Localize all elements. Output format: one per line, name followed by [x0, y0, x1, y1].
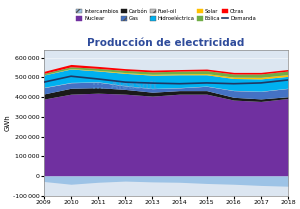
Legend: Intercambios, Nuclear, Carbón, Gas, Fuel-oil, Hidroeléctrica, Solar, Eólica, Otr: Intercambios, Nuclear, Carbón, Gas, Fuel…: [76, 9, 256, 21]
Y-axis label: GWh: GWh: [4, 114, 10, 131]
Text: :::  AleaSoft: ::: AleaSoft: [92, 81, 157, 91]
Title: Producción de electricidad: Producción de electricidad: [87, 38, 244, 48]
